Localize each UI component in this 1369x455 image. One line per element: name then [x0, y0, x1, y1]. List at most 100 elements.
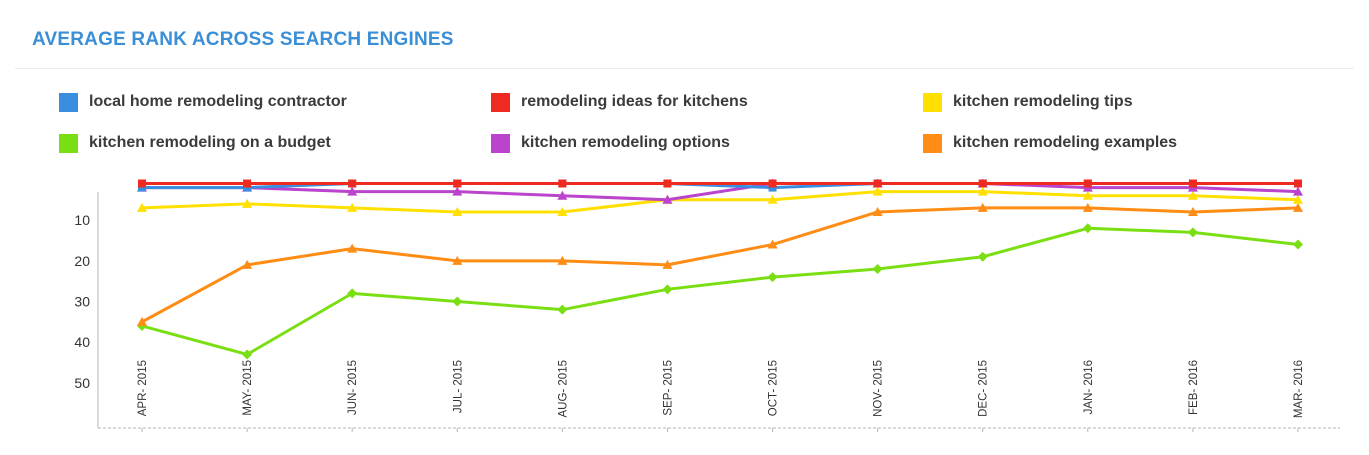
data-point	[768, 183, 777, 192]
legend-swatch	[491, 92, 510, 112]
x-tick-label: JUN- 2015	[347, 360, 359, 415]
series-line	[141, 206, 1299, 324]
data-point	[978, 179, 987, 188]
legend-item[interactable]: kitchen remodeling tips	[923, 90, 1133, 114]
data-point	[347, 202, 358, 212]
data-point	[662, 194, 673, 204]
legend-swatch	[923, 133, 942, 153]
y-tick-label: 20	[74, 253, 90, 269]
data-point	[558, 179, 567, 188]
legend-label: kitchen remodeling tips	[953, 93, 1133, 110]
data-point	[1294, 179, 1302, 188]
legend-label: local home remodeling contractor	[89, 93, 347, 110]
data-point	[348, 179, 357, 188]
series-1	[138, 179, 1302, 188]
x-tick-label: NOV- 2015	[873, 360, 885, 417]
series-5	[137, 202, 1303, 326]
data-point	[242, 259, 253, 269]
data-point	[1293, 202, 1303, 212]
y-tick-label: 50	[74, 375, 90, 391]
data-point	[138, 183, 146, 192]
series-line	[141, 226, 1299, 356]
chart-title: AVERAGE RANK ACROSS SEARCH ENGINES	[32, 29, 454, 50]
data-point	[1082, 223, 1093, 234]
title-divider	[15, 68, 1354, 69]
series-line	[141, 190, 1299, 214]
x-tick-label: FEB- 2016	[1188, 360, 1200, 415]
legend-swatch	[59, 92, 78, 112]
series-3	[137, 223, 1303, 360]
legend-item[interactable]: kitchen remodeling on a budget	[59, 131, 331, 155]
series-line	[142, 182, 1299, 202]
data-point	[768, 179, 777, 188]
x-tick-label: DEC- 2015	[978, 360, 990, 417]
x-tick-label: AUG- 2015	[557, 360, 569, 418]
data-point	[767, 239, 778, 249]
data-point	[453, 179, 462, 188]
x-tick-label: JUL- 2015	[452, 360, 464, 413]
data-point	[347, 186, 358, 196]
data-point	[1293, 186, 1303, 196]
data-point	[452, 186, 463, 196]
data-point	[557, 206, 568, 216]
data-point	[977, 251, 988, 262]
x-tick-label: SEP- 2015	[662, 360, 674, 416]
x-tick-label: APR- 2015	[137, 360, 149, 416]
data-point	[243, 179, 252, 188]
y-tick-label: 30	[74, 294, 90, 310]
data-point	[872, 206, 883, 216]
legend-swatch	[59, 133, 78, 153]
data-point	[767, 272, 778, 283]
x-tick-label: MAR- 2016	[1293, 360, 1305, 418]
data-point	[977, 186, 988, 196]
data-point	[347, 288, 358, 299]
data-point	[242, 198, 253, 208]
data-point	[1082, 202, 1093, 212]
data-point	[1187, 206, 1198, 216]
data-point	[137, 202, 147, 212]
data-point	[243, 183, 252, 192]
data-point	[872, 186, 883, 196]
data-point	[242, 349, 253, 360]
legend-label: kitchen remodeling examples	[953, 134, 1178, 151]
data-point	[137, 316, 147, 326]
data-point	[1082, 190, 1093, 200]
y-tick-label: 40	[74, 334, 90, 350]
legend-label: remodeling ideas for kitchens	[521, 93, 748, 110]
x-tick-label: JAN- 2016	[1083, 360, 1095, 414]
legend-item[interactable]: remodeling ideas for kitchens	[491, 90, 748, 114]
y-tick-label: 10	[74, 212, 90, 228]
legend-item[interactable]: local home remodeling contractor	[59, 90, 347, 114]
data-point	[452, 206, 463, 216]
legend-label: kitchen remodeling on a budget	[89, 134, 331, 151]
data-point	[1083, 179, 1092, 188]
data-point	[873, 179, 882, 188]
x-tick-label: MAY- 2015	[242, 360, 254, 416]
data-point	[1187, 227, 1198, 238]
chart-card: AVERAGE RANK ACROSS SEARCH ENGINES local…	[15, 14, 1354, 450]
data-point	[1293, 239, 1303, 250]
legend-swatch	[491, 133, 510, 153]
data-point	[662, 284, 673, 295]
data-point	[452, 255, 463, 265]
data-point	[557, 190, 568, 200]
data-point	[663, 179, 672, 188]
data-point	[872, 263, 883, 274]
data-point	[557, 255, 568, 265]
data-point	[1293, 194, 1303, 204]
data-point	[557, 304, 568, 315]
legend-item[interactable]: kitchen remodeling examples	[923, 131, 1177, 155]
x-tick-label: OCT- 2015	[768, 360, 780, 416]
data-point	[977, 202, 988, 212]
data-point	[347, 243, 358, 253]
data-point	[662, 259, 673, 269]
chart-legend: local home remodeling contractor remodeli…	[59, 90, 1339, 180]
data-point	[767, 194, 778, 204]
legend-item[interactable]: kitchen remodeling options	[491, 131, 730, 155]
data-point	[1187, 190, 1198, 200]
data-point	[1188, 179, 1197, 188]
data-point	[138, 179, 146, 188]
data-point	[452, 296, 463, 307]
series-2	[137, 186, 1303, 216]
